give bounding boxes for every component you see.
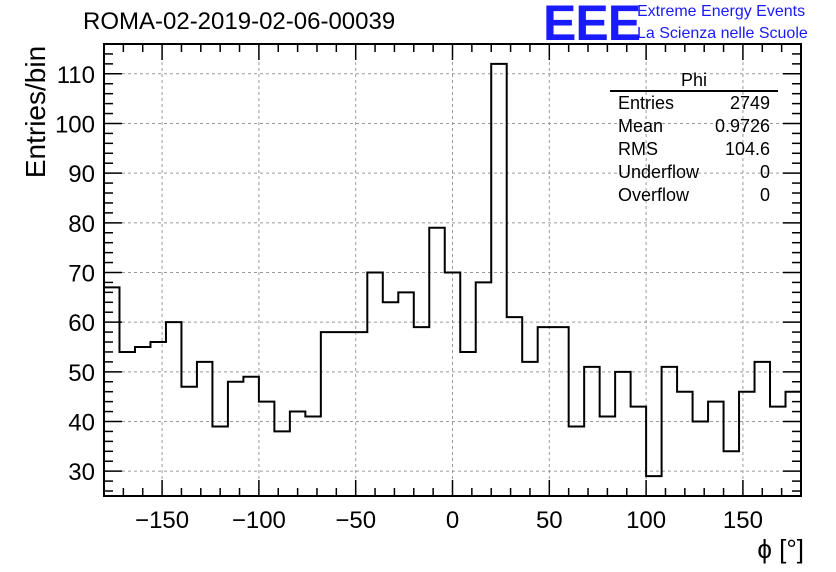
y-tick-label: 110: [57, 62, 95, 89]
x-tick-label: −50: [335, 507, 376, 534]
stats-value: 0.9726: [714, 116, 770, 136]
y-tick-label: 90: [68, 161, 95, 188]
y-tick-labels: 30 40 50 60 70 80 90 100 110: [55, 62, 95, 486]
stats-label: RMS: [618, 139, 658, 159]
stats-row-mean: Mean 0.9726: [610, 115, 778, 138]
stats-box: Phi Entries 2749 Mean 0.9726 RMS 104.6 U…: [610, 70, 778, 207]
y-tick-label: 100: [55, 111, 95, 138]
logo-line-2: La Scienza nelle Scuole: [637, 25, 808, 42]
y-tick-label: 30: [68, 459, 95, 486]
logo-line-1: Extreme Energy Events: [637, 3, 806, 20]
axis-ticks: [104, 43, 801, 496]
stats-label: Entries: [618, 93, 675, 113]
x-tick-label: 0: [446, 507, 459, 534]
y-tick-label: 40: [68, 409, 95, 436]
x-tick-label: 150: [723, 507, 763, 534]
stats-row-rms: RMS 104.6: [610, 138, 778, 161]
x-tick-label: 100: [626, 507, 666, 534]
histogram-series: [104, 62, 802, 478]
stats-label: Mean: [618, 116, 664, 136]
stats-row-underflow: Underflow 0: [610, 161, 778, 184]
y-axis-label: Entries/bin: [20, 45, 51, 179]
stats-row-entries: Entries 2749: [610, 92, 778, 115]
eee-logo: EEE: [543, 0, 641, 51]
stats-value: 104.6: [724, 139, 770, 159]
x-tick-labels: −150 −100 −50 0 50 100 150: [135, 507, 763, 534]
y-tick-label: 70: [68, 260, 95, 287]
y-tick-label: 60: [68, 310, 95, 337]
x-axis-label: ϕ [°]: [757, 534, 804, 564]
stats-value: 2749: [729, 93, 770, 113]
x-tick-label: 50: [536, 507, 563, 534]
chart-title: ROMA-02-2019-02-06-00039: [83, 8, 396, 35]
stats-label: Overflow: [618, 185, 690, 205]
stats-row-overflow: Overflow 0: [610, 184, 778, 207]
y-tick-label: 80: [68, 211, 95, 238]
stats-value: 0: [759, 185, 770, 205]
stats-label: Underflow: [618, 162, 700, 182]
x-tick-label: −150: [135, 507, 189, 534]
x-tick-label: −100: [232, 507, 286, 534]
stats-value: 0: [759, 162, 770, 182]
stats-title: Phi: [610, 70, 778, 92]
y-tick-label: 50: [68, 360, 95, 387]
